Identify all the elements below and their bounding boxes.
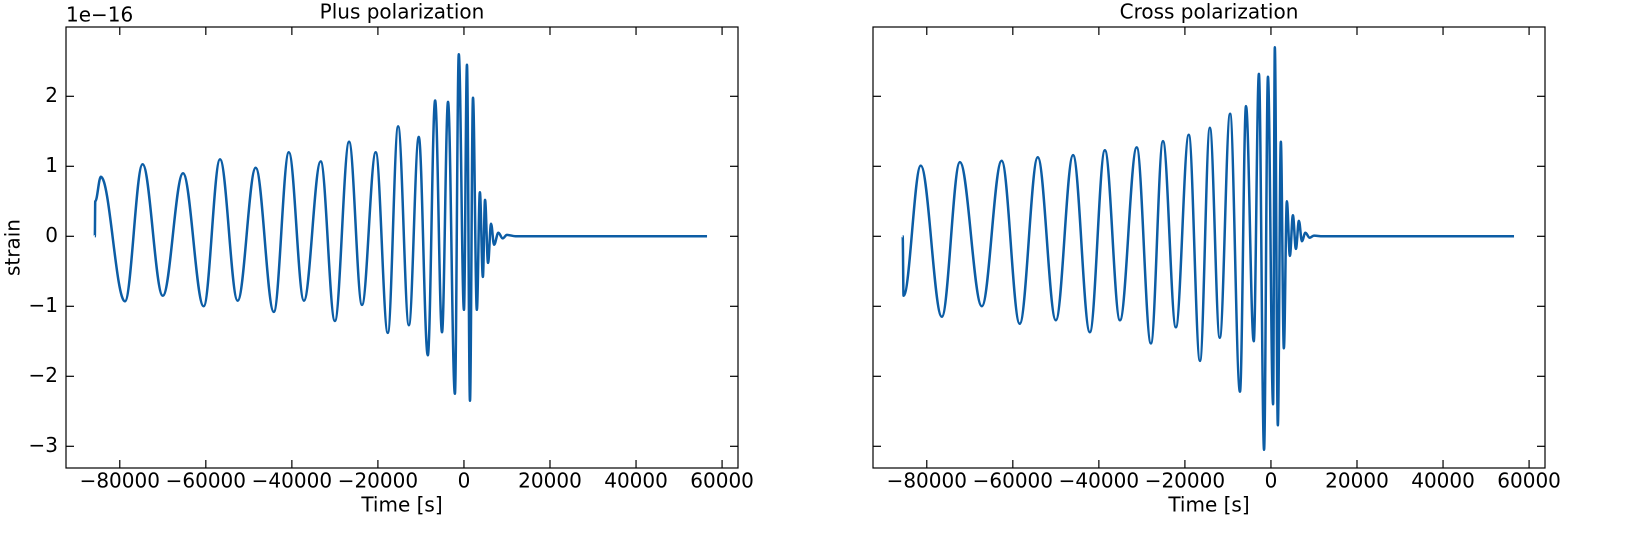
x-tick-label: 0 bbox=[458, 469, 471, 493]
x-tick-label: −20000 bbox=[338, 469, 418, 493]
x-axis-label: Time [s] bbox=[360, 493, 442, 517]
subplot: Plus polarization Time [s] strain 1e−16 −800… bbox=[1, 0, 754, 517]
y-tick-label: −2 bbox=[29, 363, 58, 387]
x-tick-label: 20000 bbox=[1325, 469, 1389, 493]
subplot-title: Cross polarization bbox=[1120, 0, 1299, 24]
y-tick-label: 2 bbox=[45, 83, 58, 107]
x-tick-label: 0 bbox=[1265, 469, 1278, 493]
x-tick-label: 40000 bbox=[1411, 469, 1475, 493]
x-tick-label: −40000 bbox=[252, 469, 332, 493]
x-tick-label: −60000 bbox=[166, 469, 246, 493]
x-tick-label: −40000 bbox=[1059, 469, 1139, 493]
y-tick-label: −3 bbox=[29, 433, 58, 457]
y-tick-label: −1 bbox=[29, 293, 58, 317]
subplot-title: Plus polarization bbox=[320, 0, 485, 24]
axes-frame bbox=[65, 26, 739, 469]
x-tick-label: 40000 bbox=[604, 469, 668, 493]
x-axis-label: Time [s] bbox=[1167, 493, 1249, 517]
x-tick-label: −60000 bbox=[973, 469, 1053, 493]
x-tick-label: 60000 bbox=[690, 469, 754, 493]
x-tick-label: −20000 bbox=[1145, 469, 1225, 493]
x-tick-label: 60000 bbox=[1497, 469, 1561, 493]
y-tick-label: 0 bbox=[45, 223, 58, 247]
x-tick-label: −80000 bbox=[80, 469, 160, 493]
offset-text: 1e−16 bbox=[66, 3, 133, 27]
y-tick-label: 1 bbox=[45, 153, 58, 177]
x-tick-label: 20000 bbox=[518, 469, 582, 493]
strain-line bbox=[93, 53, 708, 403]
axes-frame bbox=[872, 26, 1546, 469]
subplot: Cross polarization Time [s] −80000 −60000 −4… bbox=[872, 0, 1561, 517]
y-axis-label: strain bbox=[1, 219, 25, 276]
strain-line bbox=[901, 46, 1515, 452]
x-tick-label: −80000 bbox=[887, 469, 967, 493]
